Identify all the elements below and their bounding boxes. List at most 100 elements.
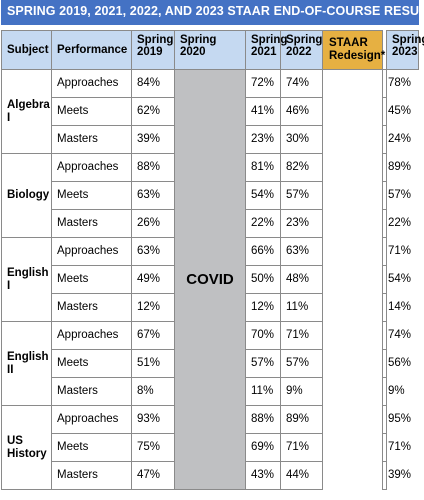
subject-cell: English II <box>1 321 52 406</box>
staar-redesign-label: STAAR Redesign* <box>329 37 386 62</box>
spring-2022-cell: 46% <box>280 97 323 126</box>
header-spring-2022: Spring 2022 <box>280 30 323 70</box>
spring-2021-cell: 22% <box>245 209 281 238</box>
performance-level-cell: Approaches <box>51 69 132 98</box>
performance-level-cell: Approaches <box>51 237 132 266</box>
column-gap <box>322 265 383 294</box>
column-gap <box>322 69 383 98</box>
spring-2019-cell: 26% <box>131 209 175 238</box>
table-row: Biology Approaches 88% 81% 82% 89% <box>1 153 419 238</box>
spring-2022-cell: 57% <box>280 349 323 378</box>
spring-2019-cell: 93% <box>131 405 175 434</box>
spring-2022-cell: 63% <box>280 237 323 266</box>
spring-2023-cell: 74% <box>382 321 411 350</box>
column-gap <box>322 209 383 238</box>
column-gap <box>322 321 383 350</box>
spring-2019-cell: 75% <box>131 433 175 462</box>
column-gap <box>322 433 383 462</box>
table-row: English II Approaches 67% 70% 71% 74% <box>1 321 419 406</box>
spring-2023-cell: 56% <box>382 349 411 378</box>
subject-cell: US History <box>1 405 52 490</box>
spring-2021-cell: 69% <box>245 433 281 462</box>
spring-2021-cell: 43% <box>245 461 281 490</box>
header-performance: Performance <box>51 30 132 70</box>
spring-2023-cell: 22% <box>382 209 411 238</box>
spring-2019-cell: 8% <box>131 377 175 406</box>
performance-level-cell: Masters <box>51 461 132 490</box>
column-gap <box>322 461 383 490</box>
spring-2023-cell: 24% <box>382 125 411 154</box>
spring-2019-cell: 39% <box>131 125 175 154</box>
performance-level-cell: Meets <box>51 181 132 210</box>
column-gap <box>322 97 383 126</box>
table-row: Masters 12% 12% 11% 14% <box>2 293 419 322</box>
table-row: Masters 26% 22% 23% 22% <box>2 209 419 238</box>
spring-2023-cell: 39% <box>382 461 411 490</box>
document-title: SPRING 2019, 2021, 2022, AND 2023 STAAR … <box>1 0 424 25</box>
spring-2022-cell: 23% <box>280 209 323 238</box>
spring-2021-cell: 54% <box>245 181 281 210</box>
performance-level-cell: Masters <box>51 209 132 238</box>
spring-2019-cell: 51% <box>131 349 175 378</box>
spring-2021-cell: 50% <box>245 265 281 294</box>
header-spring-2021: Spring 2021 <box>245 30 287 70</box>
spring-2019-cell: 12% <box>131 293 175 322</box>
spring-2023-cell: 71% <box>382 237 411 266</box>
spring-2022-cell: 48% <box>280 265 323 294</box>
performance-level-cell: Masters <box>51 125 132 154</box>
spring-2022-cell: 9% <box>280 377 323 406</box>
column-gap <box>322 405 383 434</box>
spring-2022-cell: 71% <box>280 321 323 350</box>
performance-level-cell: Masters <box>51 377 132 406</box>
spring-2022-cell: 89% <box>280 405 323 434</box>
spring-2022-cell: 30% <box>280 125 323 154</box>
spring-2021-cell: 57% <box>245 349 281 378</box>
performance-level-cell: Approaches <box>51 321 132 350</box>
table-row: Meets 62% 41% 46% 45% <box>2 97 419 126</box>
spring-2019-cell: 63% <box>131 181 175 210</box>
spring-2023-cell: 45% <box>382 97 411 126</box>
table-row: Masters 39% 23% 30% 24% <box>2 125 419 154</box>
spring-2021-cell: 66% <box>245 237 281 266</box>
table-row: Meets 63% 54% 57% 57% <box>2 181 419 210</box>
table-row: Algebra I Approaches 84% COVID 72% 74% 78% <box>1 69 419 490</box>
table-row: US History Approaches 93% 88% 89% 95% <box>1 405 419 490</box>
spring-2022-cell: 44% <box>280 461 323 490</box>
subject-cell: Algebra I <box>1 69 52 154</box>
performance-level-cell: Approaches <box>51 153 132 182</box>
spring-2023-cell: 95% <box>382 405 411 434</box>
spring-2019-cell: 47% <box>131 461 175 490</box>
performance-level-cell: Meets <box>51 433 132 462</box>
column-gap <box>322 181 383 210</box>
spring-2019-cell: 88% <box>131 153 175 182</box>
column-gap <box>322 125 383 154</box>
staar-redesign-cell: STAAR Redesign* <box>322 30 386 70</box>
spring-2019-cell: 84% <box>131 69 175 98</box>
spring-2019-cell: 49% <box>131 265 175 294</box>
spring-2021-cell: 12% <box>245 293 281 322</box>
spring-2021-cell: 81% <box>245 153 281 182</box>
column-gap <box>322 349 383 378</box>
covid-cell: COVID <box>174 69 246 490</box>
spring-2023-cell: 89% <box>382 153 411 182</box>
spring-2022-cell: 57% <box>280 181 323 210</box>
column-gap <box>322 153 383 182</box>
table-row: Masters 8% 11% 9% 9% <box>2 377 419 406</box>
column-gap <box>322 293 383 322</box>
spring-2019-cell: 63% <box>131 237 175 266</box>
spring-2023-cell: 57% <box>382 181 411 210</box>
header-spring-2020: Spring 2020 <box>174 30 246 70</box>
spring-2022-cell: 74% <box>280 69 323 98</box>
spring-2021-cell: 72% <box>245 69 281 98</box>
performance-level-cell: Masters <box>51 293 132 322</box>
performance-level-cell: Meets <box>51 349 132 378</box>
spring-2022-cell: 82% <box>280 153 323 182</box>
table-row: Meets 51% 57% 57% 56% <box>2 349 419 378</box>
spring-2021-cell: 70% <box>245 321 281 350</box>
table-row: Meets 75% 69% 71% 71% <box>2 433 419 462</box>
subject-cell: Biology <box>1 153 52 238</box>
column-gap <box>322 237 383 266</box>
performance-level-cell: Meets <box>51 265 132 294</box>
header-row: Subject Performance Spring 2019 Spring 2… <box>1 30 424 70</box>
spring-2019-cell: 67% <box>131 321 175 350</box>
